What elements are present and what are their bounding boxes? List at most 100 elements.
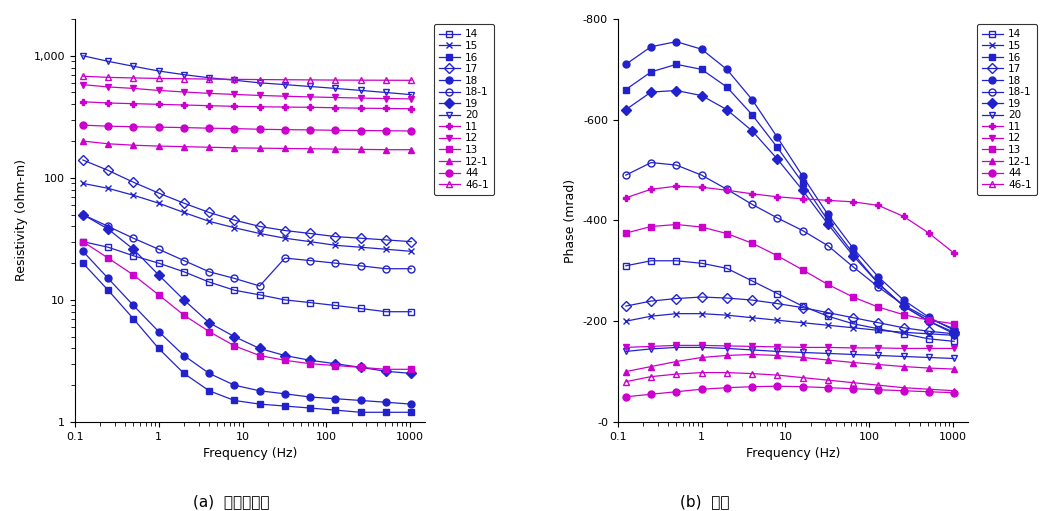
20 bbox=[645, 346, 658, 352]
12-1 bbox=[153, 143, 165, 149]
20 bbox=[329, 85, 342, 91]
16 bbox=[771, 145, 784, 151]
46-1 bbox=[102, 74, 115, 80]
18-1 bbox=[279, 255, 291, 261]
46-1 bbox=[923, 386, 935, 392]
13 bbox=[380, 366, 392, 373]
46-1 bbox=[304, 77, 317, 83]
44 bbox=[405, 128, 418, 134]
44 bbox=[771, 383, 784, 389]
17 bbox=[695, 294, 708, 300]
19 bbox=[897, 303, 910, 309]
46-1 bbox=[847, 380, 859, 386]
15 bbox=[645, 313, 658, 319]
18-1 bbox=[77, 212, 89, 218]
15 bbox=[796, 320, 809, 326]
15 bbox=[329, 242, 342, 248]
12 bbox=[153, 87, 165, 94]
11 bbox=[771, 194, 784, 200]
15 bbox=[948, 332, 960, 338]
12-1 bbox=[897, 363, 910, 369]
16 bbox=[102, 287, 115, 293]
44 bbox=[228, 126, 241, 132]
18-1 bbox=[822, 243, 834, 249]
44 bbox=[329, 127, 342, 133]
16 bbox=[822, 217, 834, 223]
13 bbox=[203, 329, 216, 335]
12-1 bbox=[746, 352, 758, 358]
18 bbox=[380, 399, 392, 405]
17 bbox=[102, 167, 115, 173]
44 bbox=[923, 389, 935, 395]
20 bbox=[254, 80, 266, 86]
13 bbox=[796, 267, 809, 273]
12-1 bbox=[380, 147, 392, 153]
14 bbox=[695, 260, 708, 266]
16 bbox=[645, 69, 658, 75]
18-1 bbox=[102, 223, 115, 229]
11 bbox=[721, 187, 733, 193]
18 bbox=[721, 66, 733, 73]
15 bbox=[178, 210, 190, 216]
16 bbox=[279, 403, 291, 409]
44 bbox=[822, 385, 834, 391]
12 bbox=[304, 94, 317, 100]
46-1 bbox=[380, 77, 392, 83]
12-1 bbox=[620, 368, 632, 375]
46-1 bbox=[77, 73, 89, 79]
20 bbox=[203, 75, 216, 81]
46-1 bbox=[771, 372, 784, 378]
11 bbox=[695, 184, 708, 190]
17 bbox=[77, 157, 89, 163]
Line: 11: 11 bbox=[623, 183, 957, 257]
20 bbox=[153, 68, 165, 74]
12 bbox=[178, 89, 190, 95]
18 bbox=[923, 314, 935, 320]
46-1 bbox=[355, 77, 367, 83]
Line: 13: 13 bbox=[623, 221, 957, 327]
18-1 bbox=[872, 284, 885, 290]
19 bbox=[746, 128, 758, 134]
12-1 bbox=[77, 138, 89, 144]
11 bbox=[127, 101, 140, 107]
12 bbox=[102, 84, 115, 90]
16 bbox=[355, 409, 367, 415]
Line: 20: 20 bbox=[623, 344, 957, 362]
20 bbox=[796, 350, 809, 356]
17 bbox=[127, 179, 140, 185]
19 bbox=[355, 364, 367, 370]
19 bbox=[872, 281, 885, 287]
20 bbox=[102, 58, 115, 64]
11 bbox=[102, 100, 115, 106]
46-1 bbox=[695, 369, 708, 376]
46-1 bbox=[948, 388, 960, 394]
18 bbox=[746, 97, 758, 103]
12-1 bbox=[771, 353, 784, 359]
44 bbox=[153, 124, 165, 130]
16 bbox=[897, 303, 910, 309]
20 bbox=[695, 344, 708, 351]
19 bbox=[304, 357, 317, 363]
11 bbox=[77, 99, 89, 105]
17 bbox=[948, 331, 960, 337]
19 bbox=[203, 320, 216, 326]
13 bbox=[279, 357, 291, 363]
11 bbox=[405, 106, 418, 112]
16 bbox=[670, 61, 683, 67]
12-1 bbox=[304, 146, 317, 152]
15 bbox=[897, 329, 910, 335]
11 bbox=[254, 104, 266, 110]
Line: 14: 14 bbox=[80, 238, 414, 315]
19 bbox=[948, 329, 960, 335]
17 bbox=[178, 200, 190, 206]
12-1 bbox=[796, 355, 809, 361]
18 bbox=[203, 370, 216, 377]
19 bbox=[77, 212, 89, 218]
18 bbox=[796, 173, 809, 179]
15 bbox=[620, 318, 632, 324]
12 bbox=[380, 96, 392, 102]
12 bbox=[796, 344, 809, 351]
16 bbox=[695, 66, 708, 73]
Line: 18-1: 18-1 bbox=[80, 211, 414, 289]
18 bbox=[620, 61, 632, 67]
